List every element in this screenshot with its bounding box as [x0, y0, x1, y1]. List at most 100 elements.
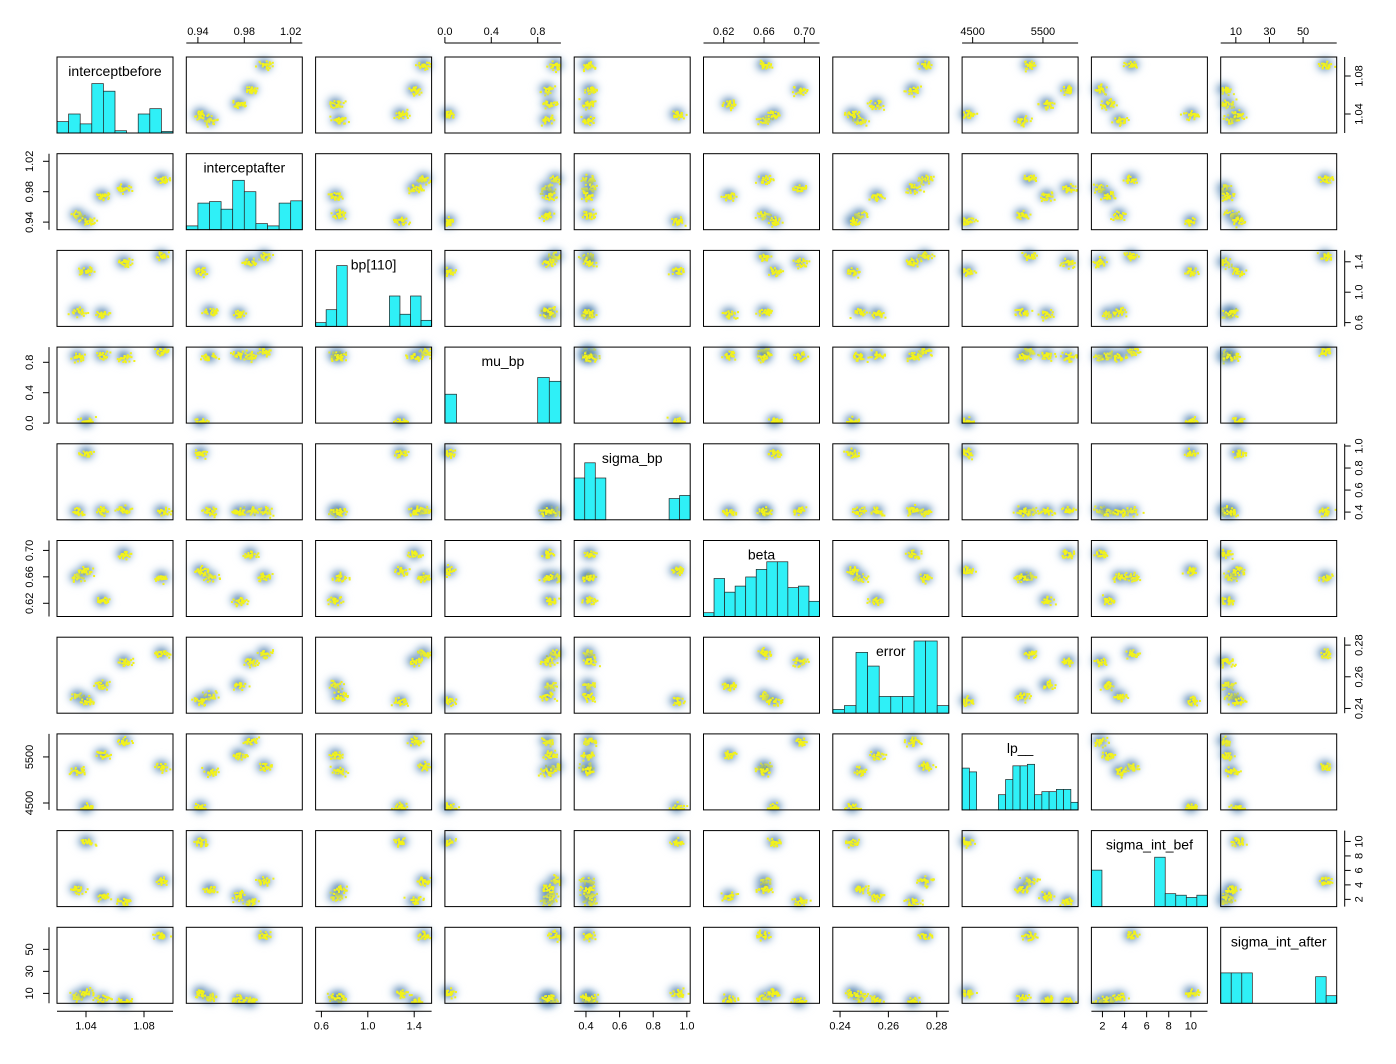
sample-point	[545, 261, 548, 264]
sample-point	[87, 268, 90, 271]
sample-point	[423, 63, 426, 66]
sample-point	[548, 104, 551, 107]
sample-point	[868, 120, 871, 123]
sample-point	[1102, 263, 1105, 266]
sample-point	[164, 180, 167, 183]
sample-point	[84, 223, 87, 226]
sample-point	[343, 353, 346, 356]
sample-cluster	[246, 86, 259, 95]
sample-point	[1100, 198, 1103, 201]
sample-point	[426, 61, 429, 64]
sample-point	[721, 356, 724, 359]
sample-point	[1052, 315, 1055, 318]
sample-point	[1066, 357, 1069, 360]
sample-point	[1115, 104, 1118, 107]
sample-point	[803, 263, 806, 266]
sample-point	[680, 113, 683, 116]
sample-point	[245, 258, 248, 261]
sample-point	[553, 212, 556, 215]
sample-point	[873, 194, 876, 197]
sample-point	[248, 91, 251, 94]
sample-point	[1070, 190, 1073, 193]
sample-point	[583, 352, 586, 355]
sample-point	[1123, 118, 1126, 121]
sample-point	[1030, 174, 1033, 177]
sample-point	[77, 355, 80, 358]
sample-point	[1032, 253, 1035, 256]
sample-point	[201, 355, 204, 358]
sample-point	[666, 416, 669, 419]
sample-point	[335, 209, 338, 212]
sample-point	[969, 116, 972, 119]
sample-point	[727, 310, 730, 313]
sample-point	[550, 66, 553, 69]
sample-point	[121, 190, 124, 193]
sample-point	[90, 267, 93, 270]
sample-point	[1032, 175, 1035, 178]
sample-point	[452, 113, 455, 116]
sample-point	[1117, 121, 1120, 124]
sample-point	[588, 119, 591, 122]
sample-point	[242, 314, 245, 317]
sample-point	[1240, 274, 1243, 277]
sample-point	[879, 100, 882, 103]
sample-point	[1241, 220, 1244, 223]
sample-point	[406, 108, 409, 111]
sample-point	[913, 189, 916, 192]
sample-point	[588, 107, 591, 110]
sample-point	[754, 181, 757, 184]
sample-point	[929, 67, 932, 70]
sample-point	[449, 114, 452, 117]
sample-point	[878, 107, 881, 110]
sample-point	[1066, 87, 1069, 90]
sample-point	[1022, 353, 1025, 356]
sample-point	[1193, 269, 1196, 272]
sample-point	[780, 418, 783, 421]
sample-point	[775, 116, 778, 119]
sample-point	[879, 106, 882, 109]
sample-point	[1117, 118, 1120, 121]
sample-point	[402, 223, 405, 226]
sample-point	[1133, 64, 1136, 67]
sample-point	[335, 105, 338, 108]
sample-point	[731, 106, 734, 109]
sample-point	[1135, 178, 1138, 181]
sample-point	[117, 187, 120, 190]
sample-point	[73, 356, 76, 359]
sample-point	[850, 270, 853, 273]
sample-point	[912, 358, 915, 361]
sample-point	[871, 108, 874, 111]
panel-mu-bp-vs-beta	[703, 340, 820, 431]
panel-interceptbefore-vs-error	[832, 54, 950, 134]
sample-point	[969, 114, 972, 117]
sample-point	[1044, 106, 1047, 109]
sample-point	[911, 264, 914, 267]
sample-point	[558, 179, 561, 182]
sample-point	[264, 352, 267, 355]
sample-cluster	[327, 191, 344, 201]
sample-point	[548, 198, 551, 201]
sample-point	[164, 176, 167, 179]
sample-point	[423, 65, 426, 68]
sample-point	[767, 111, 770, 114]
sample-point	[414, 90, 417, 93]
sample-point	[1225, 311, 1228, 314]
sample-point	[1227, 101, 1230, 104]
sample-point	[341, 117, 344, 120]
sample-point	[236, 316, 239, 319]
histogram-bar	[255, 223, 268, 231]
sample-point	[1224, 102, 1227, 105]
sample-point	[582, 262, 585, 265]
sample-point	[793, 95, 796, 98]
sample-point	[1187, 270, 1190, 273]
sample-point	[589, 123, 592, 126]
sample-point	[796, 357, 799, 360]
panel-mu-bp-vs-interceptafter	[185, 340, 303, 431]
sample-point	[868, 105, 871, 108]
sample-point	[337, 100, 340, 103]
sample-point	[1334, 65, 1337, 68]
sample-point	[588, 356, 591, 359]
sample-point	[776, 221, 779, 224]
sample-point	[590, 87, 593, 90]
sample-point	[235, 104, 238, 107]
